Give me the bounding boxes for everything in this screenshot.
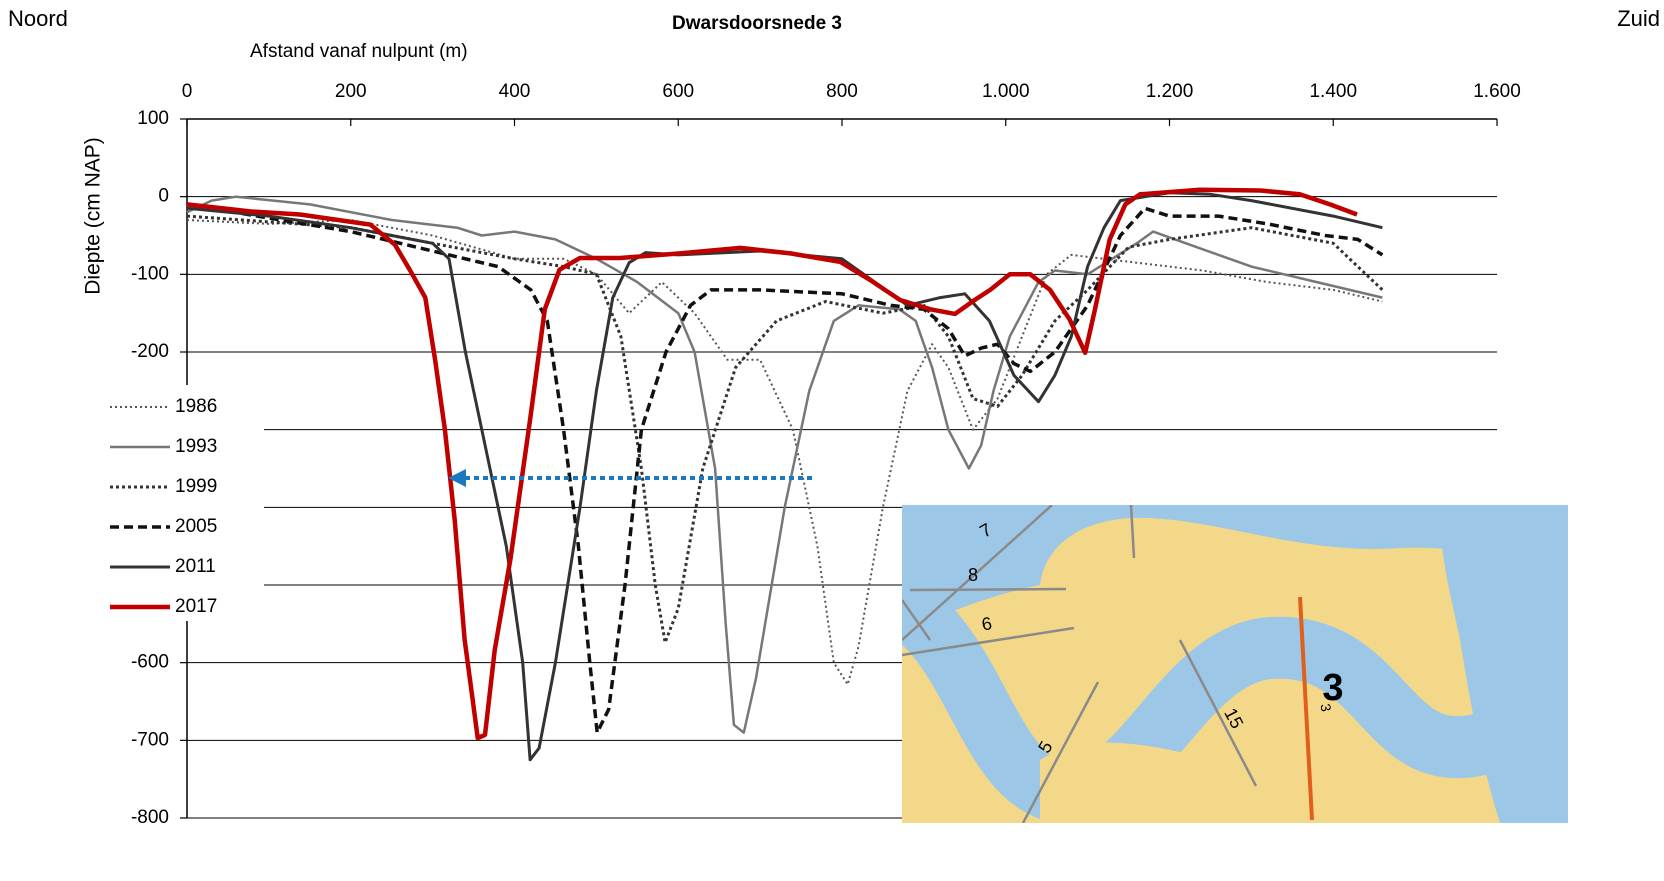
- highlight-label: 3: [1322, 667, 1343, 709]
- x-tick-label: 400: [499, 81, 531, 102]
- south-label: Zuid: [1617, 6, 1660, 31]
- legend-background: [100, 385, 264, 621]
- legend-label: 2017: [175, 596, 217, 617]
- x-tick-label: 200: [335, 81, 367, 102]
- y-tick-label: -100: [131, 263, 169, 284]
- y-tick-label: -700: [131, 729, 169, 750]
- x-tick-label: 600: [662, 81, 694, 102]
- section-label: 8: [968, 565, 978, 585]
- x-tick-label: 1.600: [1473, 81, 1521, 102]
- x-tick-label: 1.000: [982, 81, 1030, 102]
- chart-title: Dwarsdoorsnede 3: [672, 13, 842, 34]
- y-tick-label: 100: [137, 108, 169, 129]
- chart: Noord Zuid Dwarsdoorsnede 3 Afstand vana…: [0, 0, 1664, 876]
- x-tick-label: 0: [182, 81, 193, 102]
- y-tick-label: 0: [158, 186, 169, 207]
- y-tick-label: -800: [131, 807, 169, 828]
- y-tick-label: -600: [131, 652, 169, 673]
- map-inset: 7 8 6 15 5 3 3: [890, 505, 1580, 823]
- legend-label: 1999: [175, 476, 217, 497]
- legend-label: 2011: [175, 556, 216, 577]
- x-axis-label: Afstand vanaf nulpunt (m): [250, 41, 468, 62]
- north-label: Noord: [8, 6, 68, 31]
- section-line: [910, 589, 1066, 590]
- x-tick-label: 1.200: [1146, 81, 1194, 102]
- y-axis-label: Diepte (cm NAP): [82, 137, 105, 295]
- x-tick-label: 800: [826, 81, 858, 102]
- legend-label: 1993: [175, 436, 217, 457]
- shift-arrow: [448, 469, 812, 487]
- x-tick-label: 1.400: [1309, 81, 1357, 102]
- y-tick-label: -200: [131, 341, 169, 362]
- legend-label: 2005: [175, 516, 217, 537]
- legend-label: 1986: [175, 396, 217, 417]
